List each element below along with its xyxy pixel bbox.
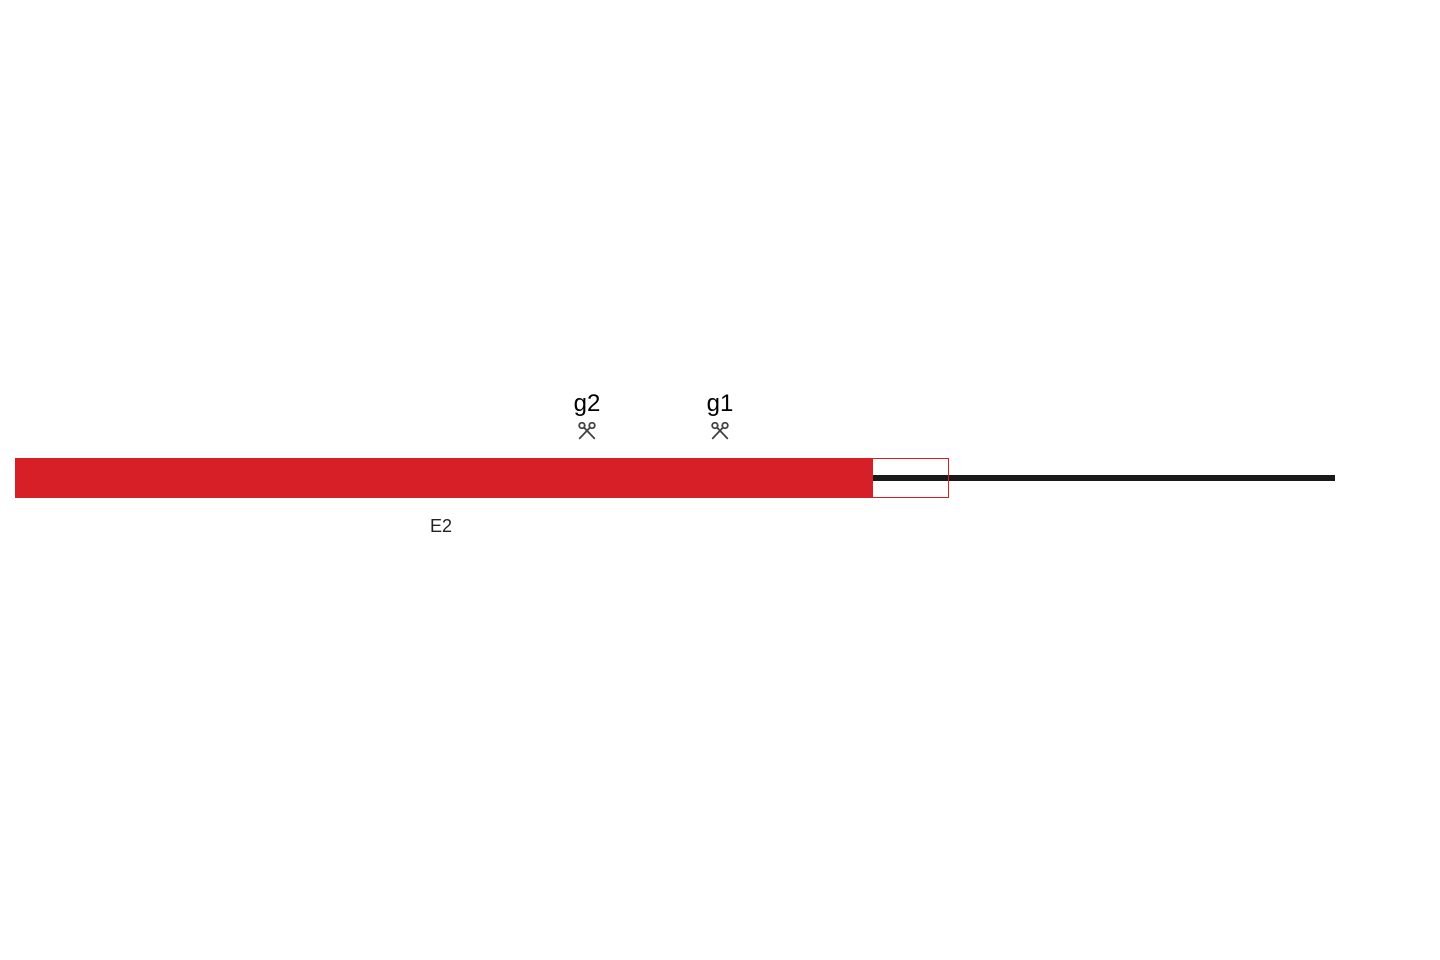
guide-g2-label: g2 [574,390,601,418]
guide-g1-label: g1 [707,390,734,418]
exon-label: E2 [430,516,452,537]
gene-diagram: E2 g2 g1 [0,0,1440,960]
exon-fill [15,458,873,498]
scissors-icon-g2 [576,420,598,442]
scissors-icon-g1 [709,420,731,442]
